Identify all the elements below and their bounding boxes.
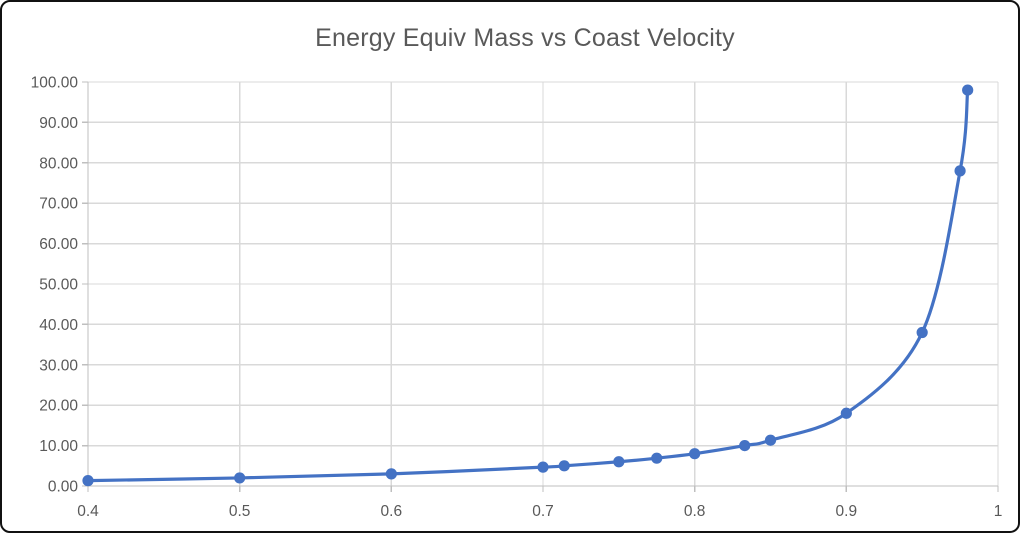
x-tick-label: 0.6: [381, 503, 403, 520]
y-tick-label: 0.00: [48, 479, 79, 496]
y-tick-label: 100.00: [31, 75, 79, 92]
y-tick-label: 10.00: [39, 438, 78, 455]
chart-title: Energy Equiv Mass vs Coast Velocity: [315, 24, 735, 52]
data-point-marker: [385, 468, 397, 480]
data-point-marker: [234, 472, 246, 484]
data-point-marker: [840, 407, 852, 419]
y-tick-label: 80.00: [39, 155, 78, 172]
y-tick-label: 50.00: [39, 277, 78, 294]
x-tick-label: 0.5: [229, 503, 251, 520]
data-point-marker: [916, 326, 928, 339]
x-tick-label: 0.4: [77, 503, 99, 520]
data-point-marker: [739, 440, 751, 452]
data-point-marker: [954, 165, 966, 177]
x-tick-label: 0.8: [684, 503, 706, 520]
data-point-marker: [962, 84, 974, 96]
data-point-marker: [651, 452, 663, 464]
data-point-marker: [764, 434, 777, 446]
x-tick-label: 1: [994, 503, 1003, 520]
x-tick-label: 0.7: [532, 503, 554, 520]
y-tick-label: 30.00: [39, 357, 78, 374]
data-point-marker: [558, 460, 570, 472]
data-point-marker: [689, 448, 701, 460]
y-tick-label: 90.00: [39, 115, 78, 132]
x-tick-label: 0.9: [836, 503, 858, 520]
y-tick-label: 70.00: [39, 196, 78, 213]
y-tick-label: 60.00: [39, 236, 78, 253]
data-point-marker: [613, 456, 625, 468]
data-point-marker: [537, 461, 549, 473]
data-series-line: [86, 88, 970, 483]
data-point-marker: [82, 475, 94, 487]
y-tick-label: 20.00: [39, 398, 78, 415]
y-tick-label: 40.00: [39, 317, 78, 334]
